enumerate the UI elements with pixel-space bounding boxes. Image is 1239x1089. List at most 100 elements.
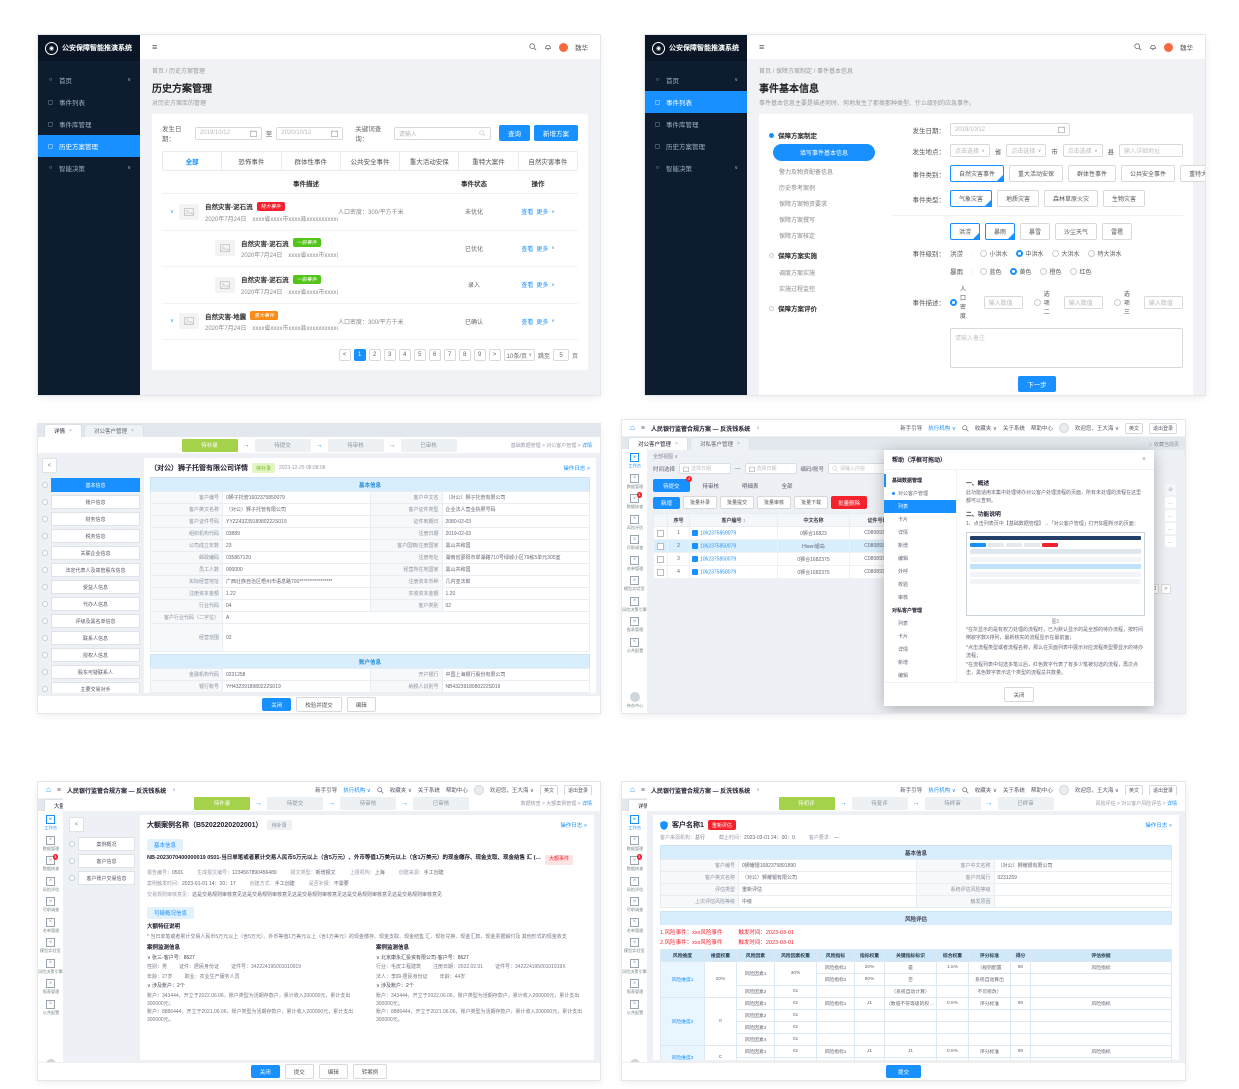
category-tab[interactable]: 重特大案件 (459, 152, 519, 170)
column-header[interactable] (653, 513, 668, 527)
batch-download-button[interactable]: 批量下载 (794, 496, 829, 509)
event-subtype-chip[interactable]: 洪涝 (950, 223, 981, 240)
welcome-user[interactable]: 欢迎您，王大海 ∨ (1074, 426, 1119, 432)
home-icon[interactable]: ⌂ (630, 785, 635, 794)
category-tab[interactable]: 公共安全事件 (340, 152, 401, 170)
row-checkbox[interactable] (657, 568, 664, 576)
close-button[interactable]: 关闭 (262, 698, 292, 711)
value-input-1[interactable]: 输入数值 (983, 295, 1023, 309)
rail-item[interactable]: × 尽职调查 (622, 535, 647, 551)
page-number[interactable]: 4 (398, 349, 411, 361)
radio-option[interactable]: 选项二 (1033, 289, 1051, 316)
rail-item[interactable]: × 1 数据核查 (622, 854, 647, 872)
rail-item[interactable]: × 名单管理 (622, 555, 647, 572)
page-tab[interactable]: 对私客户管理 × (689, 437, 750, 450)
edit-button[interactable]: 编辑 (318, 1064, 348, 1079)
sidebar-item[interactable]: ○ 智能决策 ∨ (38, 157, 140, 179)
page-number[interactable]: 5 (413, 349, 426, 361)
close-icon[interactable]: × (1141, 456, 1146, 463)
anchor-item[interactable]: 授权人信息 (42, 648, 140, 662)
help-nav-item[interactable]: 对私客户管理 (892, 608, 923, 614)
avatar[interactable] (1164, 42, 1173, 52)
rail-item[interactable]: × 公共配置 (622, 637, 647, 654)
help-nav-item[interactable]: 列表 (884, 500, 956, 513)
logout-button[interactable]: 退出登录 (1148, 422, 1177, 434)
radio-option[interactable]: 小洪水 (979, 249, 1008, 258)
page-number[interactable]: 1 (353, 349, 366, 361)
search-icon[interactable] (962, 424, 969, 432)
batch-delete-button[interactable]: 批量删除 (831, 496, 868, 509)
search-icon[interactable] (377, 786, 384, 794)
rail-item[interactable]: × 风险决策引擎 (622, 596, 647, 613)
wizard-step[interactable]: 调度方案实施 (779, 270, 816, 277)
event-subtype-chip[interactable]: 暴雨 (985, 223, 1016, 240)
search-button[interactable]: 查询 (499, 125, 530, 141)
welcome-user[interactable]: 欢迎您，王大海 ∨ (1074, 788, 1119, 794)
category-tab[interactable]: 自然灾害事件 (518, 152, 577, 170)
anchor-item[interactable]: 基本信息 (42, 478, 140, 492)
collapse-button[interactable]: < (42, 458, 57, 473)
favorites-menu[interactable]: 收藏夹 ∨ (389, 788, 412, 794)
party-header[interactable]: ∨ 北京康永汇投资有限公司-客户号：8627 (376, 954, 469, 961)
event-subtype-chip[interactable]: 暴雪 (1020, 223, 1051, 240)
org-select[interactable]: 执行机构 ∨ (928, 788, 956, 794)
list-tab[interactable]: 全部 (771, 479, 803, 492)
help-nav-item[interactable]: 编辑 (898, 673, 909, 679)
logout-button[interactable]: 退出登录 (563, 784, 592, 796)
rail-item[interactable]: × 数据管理 (622, 835, 647, 852)
wizard-step[interactable]: 填写事件基本信息 (773, 144, 875, 161)
help-nav-item[interactable]: 列表 (898, 621, 909, 627)
org-select[interactable]: 执行机构 ∨ (343, 788, 371, 794)
party-header[interactable]: ∨ 张三-客户号：8627 (147, 954, 195, 961)
rail-item[interactable]: × 模型实验室 (622, 576, 647, 592)
help-nav-item[interactable]: 卡片 (898, 634, 909, 640)
date-from-input[interactable]: 2019/10/12 (194, 126, 262, 140)
language-button[interactable]: 英文 (539, 784, 558, 796)
page-number[interactable]: 2 (368, 349, 381, 361)
column-header[interactable]: 客户编号 ↕ (689, 513, 778, 527)
collapse-menu-icon[interactable]: ≡ (152, 42, 158, 52)
close-tab-icon[interactable]: × (69, 428, 72, 434)
anchor-item[interactable]: 股东可疑联系人 (42, 665, 140, 679)
sidebar-item[interactable]: ▢ 事件列表 (645, 91, 747, 113)
help-nav-item[interactable]: 新增 (898, 660, 909, 666)
home-icon[interactable]: ⌂ (630, 423, 635, 432)
expand-icon[interactable]: ∨ (170, 208, 174, 215)
rail-item[interactable]: × 报表管理 (38, 979, 63, 995)
help-nav-item[interactable]: 卡片 (898, 517, 909, 523)
rail-item[interactable]: × 数据管理 (622, 473, 647, 490)
anchor-item[interactable]: 客户信息 (69, 854, 135, 868)
date-to-input[interactable]: 2020/10/12 (276, 126, 344, 140)
about-link[interactable]: 关于系统 (1002, 788, 1025, 794)
avatar[interactable] (559, 42, 568, 52)
avatar[interactable] (1058, 785, 1069, 795)
keyword-input[interactable]: 请输入 (393, 126, 491, 140)
expand-icon[interactable]: ∨ (170, 318, 174, 325)
next-page-button[interactable]: > (488, 349, 501, 361)
category-tab[interactable]: 群体性事件 (281, 152, 341, 170)
radio-option[interactable]: 特大洪水 (1087, 249, 1122, 258)
customer-id-link[interactable]: 1062375850079 (700, 543, 737, 550)
org-select[interactable]: 执行机构 ∨ (928, 426, 956, 432)
page-number[interactable]: > (1161, 584, 1171, 594)
sidebar-item[interactable]: ○ 首页 ∨ (38, 69, 140, 91)
page-number[interactable]: 6 (428, 349, 441, 361)
row-actions[interactable]: … (1164, 522, 1177, 535)
sidebar-item[interactable]: ▢ 事件库管理 (645, 113, 747, 135)
rail-item[interactable]: × 工作台 (622, 815, 647, 831)
row-actions[interactable]: … (1164, 535, 1177, 548)
anchor-item[interactable]: 关联企业信息 (42, 546, 140, 560)
favorite-page-link[interactable]: ☆ 收藏当前页 (1148, 442, 1179, 448)
more-link[interactable]: 更多 (536, 210, 549, 217)
rail-item[interactable]: × 模型实验室 (38, 938, 63, 954)
to-case-button[interactable]: 转案例 (352, 1064, 388, 1079)
guide-link[interactable]: 新手引导 (900, 426, 923, 432)
radio-option[interactable]: 蓝色 (979, 267, 1002, 276)
chevron-down-icon[interactable]: ∨ (756, 787, 760, 792)
guide-link[interactable]: 新手引导 (315, 788, 338, 794)
event-type-chip[interactable]: 生物灾害 (1103, 190, 1146, 207)
rail-item[interactable]: × 风险决策引擎 (622, 958, 647, 975)
bell-icon[interactable] (544, 43, 552, 51)
favorites-menu[interactable]: 收藏夹 ∨ (974, 788, 997, 794)
help-center-link[interactable]: 帮助中心 (1030, 426, 1053, 432)
